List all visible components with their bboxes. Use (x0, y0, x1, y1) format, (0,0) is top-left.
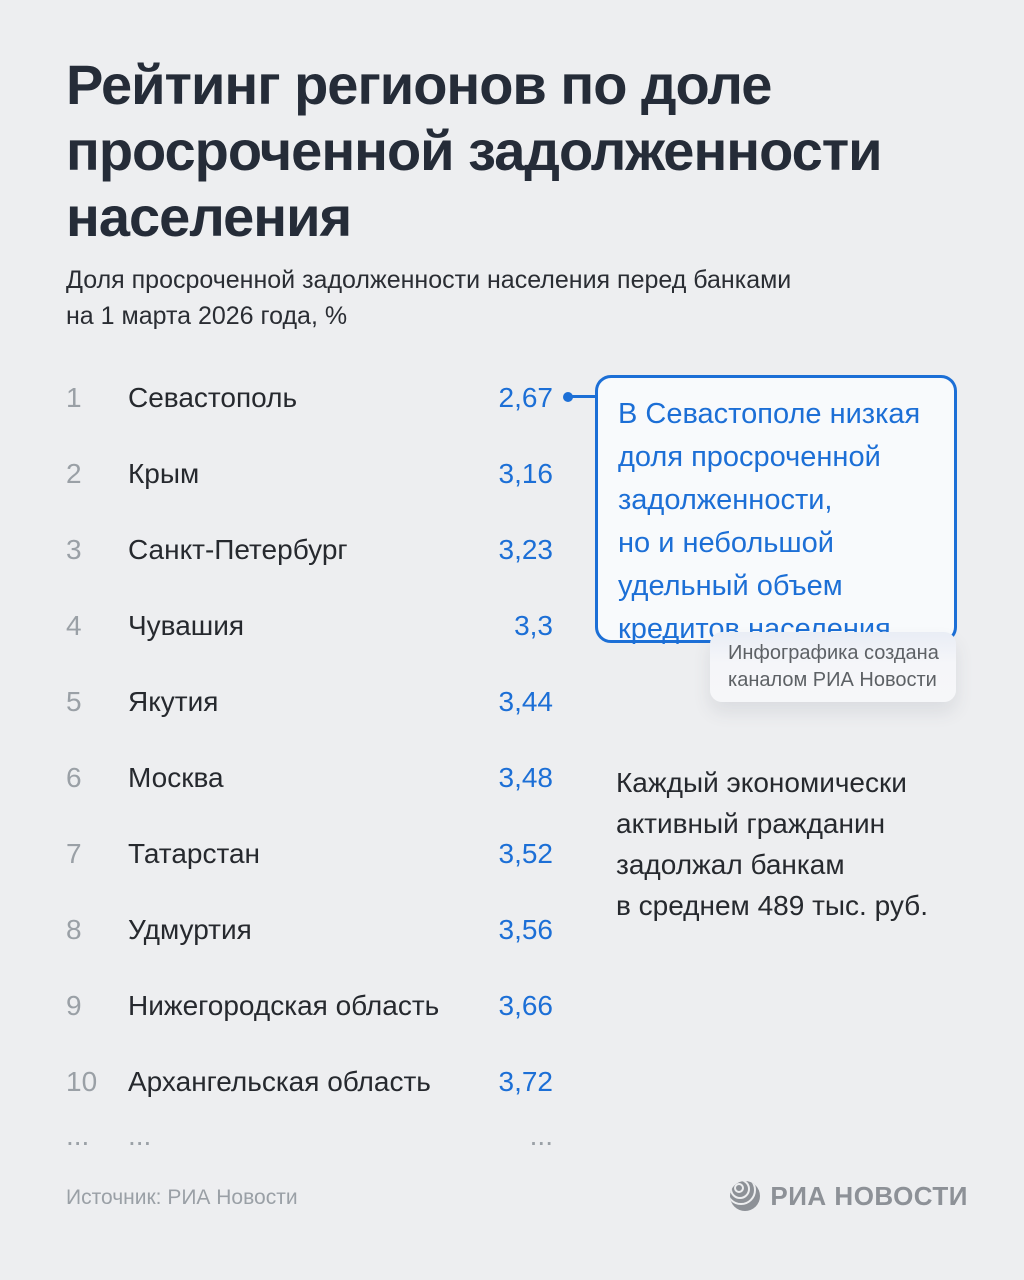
table-row: 2 Крым 3,16 (66, 436, 553, 512)
debt-share-value: 3,52 (498, 838, 554, 869)
page-subtitle: Доля просроченной задолженности населени… (66, 266, 792, 330)
region-name: Севастополь (128, 382, 298, 413)
table-row: 3 Санкт-Петербург 3,23 (66, 512, 553, 588)
credit-badge-text: Инфографика создана каналом РИА Новости (728, 642, 939, 691)
region-name: Москва (128, 762, 224, 793)
region-ellipsis: ... (128, 1120, 152, 1151)
table-row: 10 Архангельская область 3,72 (66, 1044, 553, 1120)
source-label: Источник: РИА Новости (66, 1186, 298, 1209)
ria-globe-icon (730, 1181, 761, 1211)
table-row: 4 Чувашия 3,3 (66, 588, 553, 664)
debt-share-value: 3,23 (498, 534, 554, 565)
table-row: 9 Нижегородская область 3,66 (66, 968, 553, 1044)
callout-connector-line (570, 395, 597, 398)
table-row: 8 Удмуртия 3,56 (66, 892, 553, 968)
debt-share-value: 3,16 (498, 458, 554, 489)
region-name: Удмуртия (128, 914, 252, 945)
average-debt-note: Каждый экономически активный гражданин з… (616, 767, 928, 921)
callout-connector-dot (563, 392, 573, 402)
rank-number: 1 (66, 382, 82, 413)
region-name: Якутия (128, 686, 219, 717)
ria-novosti-logo: РИА НОВОСТИ (729, 1180, 968, 1212)
callout-annotation: В Севастополе низкая доля просроченной з… (595, 375, 957, 645)
table-row: 5 Якутия 3,44 (66, 664, 553, 740)
page-title: Рейтинг регионов по доле просроченной за… (66, 53, 883, 248)
debt-share-value: 2,67 (498, 382, 554, 413)
debt-share-value: 3,56 (498, 914, 554, 945)
table-row: 1 Севастополь 2,67 (66, 360, 553, 436)
rank-number: 8 (66, 914, 82, 945)
ria-logo-text: РИА НОВОСТИ (770, 1180, 968, 1211)
rank-number: 2 (66, 458, 82, 489)
infographic-credit-badge: Инфографика создана каналом РИА Новости (710, 632, 956, 702)
table-row: 6 Москва 3,48 (66, 740, 553, 816)
debt-share-value: 3,3 (514, 610, 553, 641)
rank-number: 4 (66, 610, 82, 641)
debt-share-value: 3,44 (498, 686, 554, 717)
value-ellipsis: ... (529, 1120, 553, 1151)
rank-number: 9 (66, 990, 82, 1021)
rank-number: 7 (66, 838, 82, 869)
callout-text: В Севастополе низкая доля просроченной з… (618, 398, 921, 645)
region-name: Крым (128, 458, 200, 489)
region-name: Чувашия (128, 610, 245, 641)
debt-share-value: 3,66 (498, 990, 554, 1021)
ranking-list: 1 Севастополь 2,67 2 Крым 3,16 3 Санкт-П… (66, 360, 553, 1170)
region-name: Архангельская область (128, 1066, 431, 1097)
region-name: Татарстан (128, 838, 261, 869)
rank-number: 6 (66, 762, 82, 793)
rank-number: 5 (66, 686, 82, 717)
region-name: Нижегородская область (128, 990, 440, 1021)
rank-ellipsis: ... (66, 1120, 90, 1151)
region-name: Санкт-Петербург (128, 534, 348, 565)
table-row: 7 Татарстан 3,52 (66, 816, 553, 892)
debt-share-value: 3,48 (498, 762, 554, 793)
table-row-ellipsis: ... ... ... (66, 1120, 553, 1170)
rank-number: 3 (66, 534, 82, 565)
rank-number: 10 (66, 1066, 98, 1097)
debt-share-value: 3,72 (498, 1066, 554, 1097)
